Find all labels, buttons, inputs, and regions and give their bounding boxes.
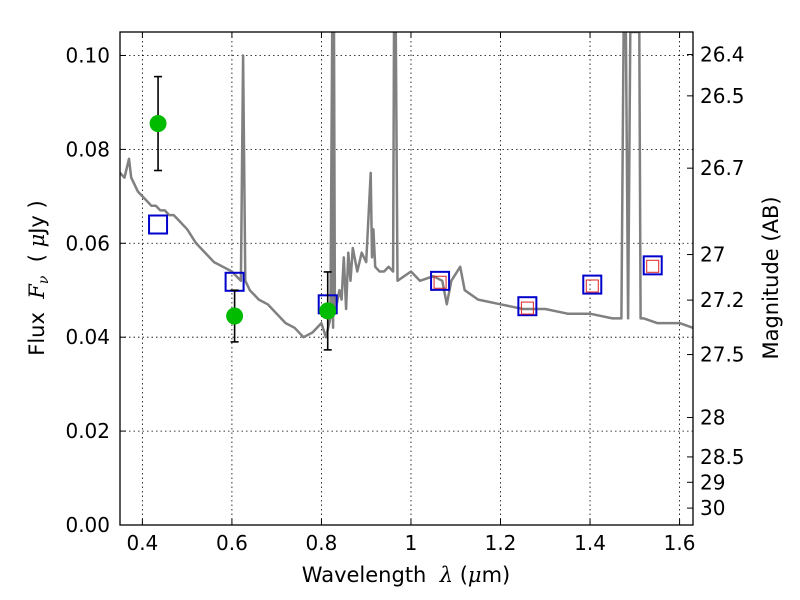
- spectrum-line: [120, 32, 693, 339]
- y2-tick-label: 26.4: [700, 43, 745, 67]
- observed-point: [226, 307, 244, 325]
- x-tick-label: 1.6: [664, 531, 696, 555]
- x-tick-label: 0.6: [216, 531, 248, 555]
- y-tick-label: 0.04: [65, 325, 110, 349]
- grid-lines: [120, 32, 693, 526]
- model-photometry-square: [148, 214, 169, 235]
- model-photometry-square: [517, 296, 538, 317]
- y-tick-label: 0.00: [65, 513, 110, 537]
- model-photometry-inner-square: [433, 275, 447, 289]
- model-photometry-inner-square: [520, 301, 534, 315]
- model-photometry-inner-square: [585, 279, 599, 293]
- x-axis-label: Wavelength λ (μm): [302, 563, 510, 587]
- y-tick-label: 0.02: [65, 419, 110, 443]
- y2-tick-label: 27: [700, 243, 725, 267]
- y2-tick-label: 26.5: [700, 84, 745, 108]
- model-photometry-inner-square: [646, 259, 660, 273]
- y-tick-label: 0.10: [65, 43, 110, 67]
- plot-frame: [119, 31, 694, 526]
- y2-axis-label: Magnitude (AB): [759, 196, 783, 359]
- x-tick-label: 0.8: [306, 531, 338, 555]
- observed-point: [149, 115, 167, 133]
- model-photometry-square: [642, 255, 663, 276]
- y2-tick-label: 27.2: [700, 288, 745, 312]
- y2-tick-label: 28.5: [700, 445, 745, 469]
- y-axis-label: Flux Fν ( μJy ): [25, 200, 52, 355]
- axis-ticks: 0.4 0.6 0.8 1 1.2 1.4 1.6 0.00 0.02 0.04 0.06 0.08 0…: [65, 32, 745, 555]
- x-tick-label: 1: [405, 531, 418, 555]
- y2-tick-label: 27.5: [700, 343, 745, 367]
- photometry-squares: [148, 214, 663, 317]
- x-tick-label: 0.4: [126, 531, 158, 555]
- spectrum-group: [120, 32, 693, 339]
- model-photometry-square: [582, 274, 603, 295]
- observed-point: [319, 302, 337, 320]
- observed-points: [149, 75, 337, 351]
- y2-tick-label: 29: [700, 470, 725, 494]
- x-tick-label: 1.4: [574, 531, 606, 555]
- y-tick-label: 0.08: [65, 137, 110, 161]
- y2-tick-label: 26.7: [700, 156, 745, 180]
- y-tick-label: 0.06: [65, 231, 110, 255]
- model-photometry-square: [430, 270, 451, 291]
- plot-area: [120, 32, 693, 351]
- y2-tick-label: 28: [700, 405, 725, 429]
- y2-tick-label: 30: [700, 496, 725, 520]
- x-tick-label: 1.2: [485, 531, 517, 555]
